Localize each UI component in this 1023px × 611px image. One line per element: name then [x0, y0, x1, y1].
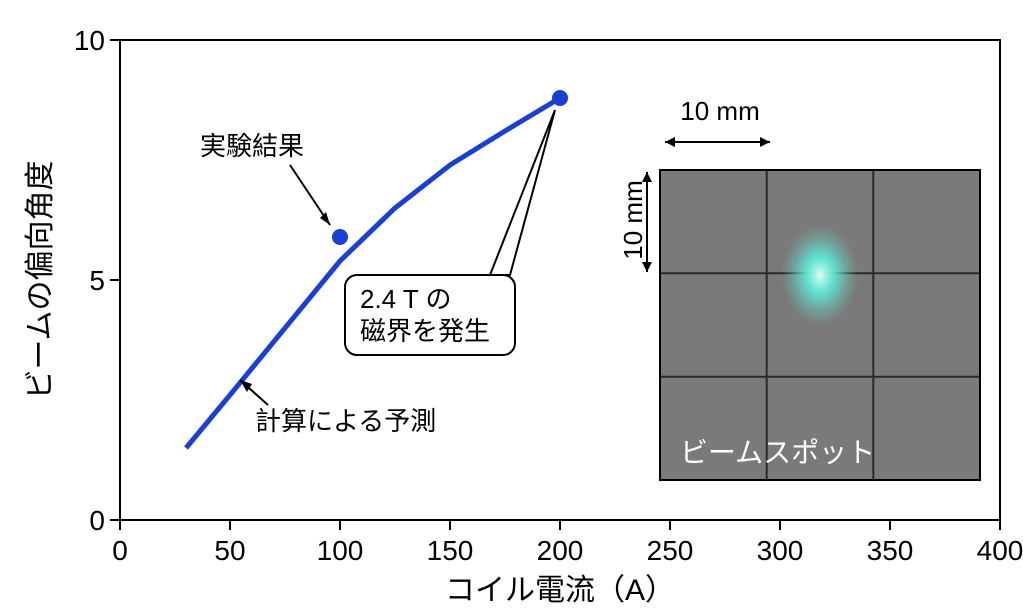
experiment-annotation: 実験結果: [200, 131, 304, 161]
y-tick-0: 0: [89, 505, 105, 536]
callout-line2: 磁界を発生: [360, 316, 490, 346]
y-axis-label: ビームの偏向角度: [24, 160, 57, 399]
data-point-100: [332, 229, 348, 245]
callout-line1: 2.4 T の: [360, 284, 452, 314]
inset-label: ビームスポット: [680, 437, 875, 468]
y-tick-5: 5: [89, 265, 105, 296]
chart-container: 0 50 100 150 200 250 300 350 400 0 5 10 …: [0, 0, 1023, 611]
chart-svg: 0 50 100 150 200 250 300 350 400 0 5 10 …: [0, 0, 1023, 611]
x-tick-200: 200: [537, 535, 584, 566]
x-axis-ticks: 0 50 100 150 200 250 300 350 400: [112, 520, 1023, 566]
data-point-200: [552, 90, 568, 106]
inset-scale-h: 10 mm: [680, 96, 759, 126]
x-tick-0: 0: [112, 535, 128, 566]
x-tick-400: 400: [977, 535, 1023, 566]
x-tick-250: 250: [647, 535, 694, 566]
inset-group: 10 mm 10 mm ビームスポット: [618, 96, 980, 480]
y-tick-10: 10: [74, 25, 105, 56]
x-axis-label: コイル電流（A）: [445, 574, 675, 607]
x-tick-300: 300: [757, 535, 804, 566]
x-tick-50: 50: [214, 535, 245, 566]
beam-spot: [782, 225, 858, 325]
y-axis-ticks: 0 5 10: [74, 25, 120, 536]
inset-scale-v: 10 mm: [618, 180, 648, 259]
x-tick-150: 150: [427, 535, 474, 566]
x-tick-100: 100: [317, 535, 364, 566]
prediction-annotation: 計算による予測: [255, 406, 436, 436]
x-tick-350: 350: [867, 535, 914, 566]
